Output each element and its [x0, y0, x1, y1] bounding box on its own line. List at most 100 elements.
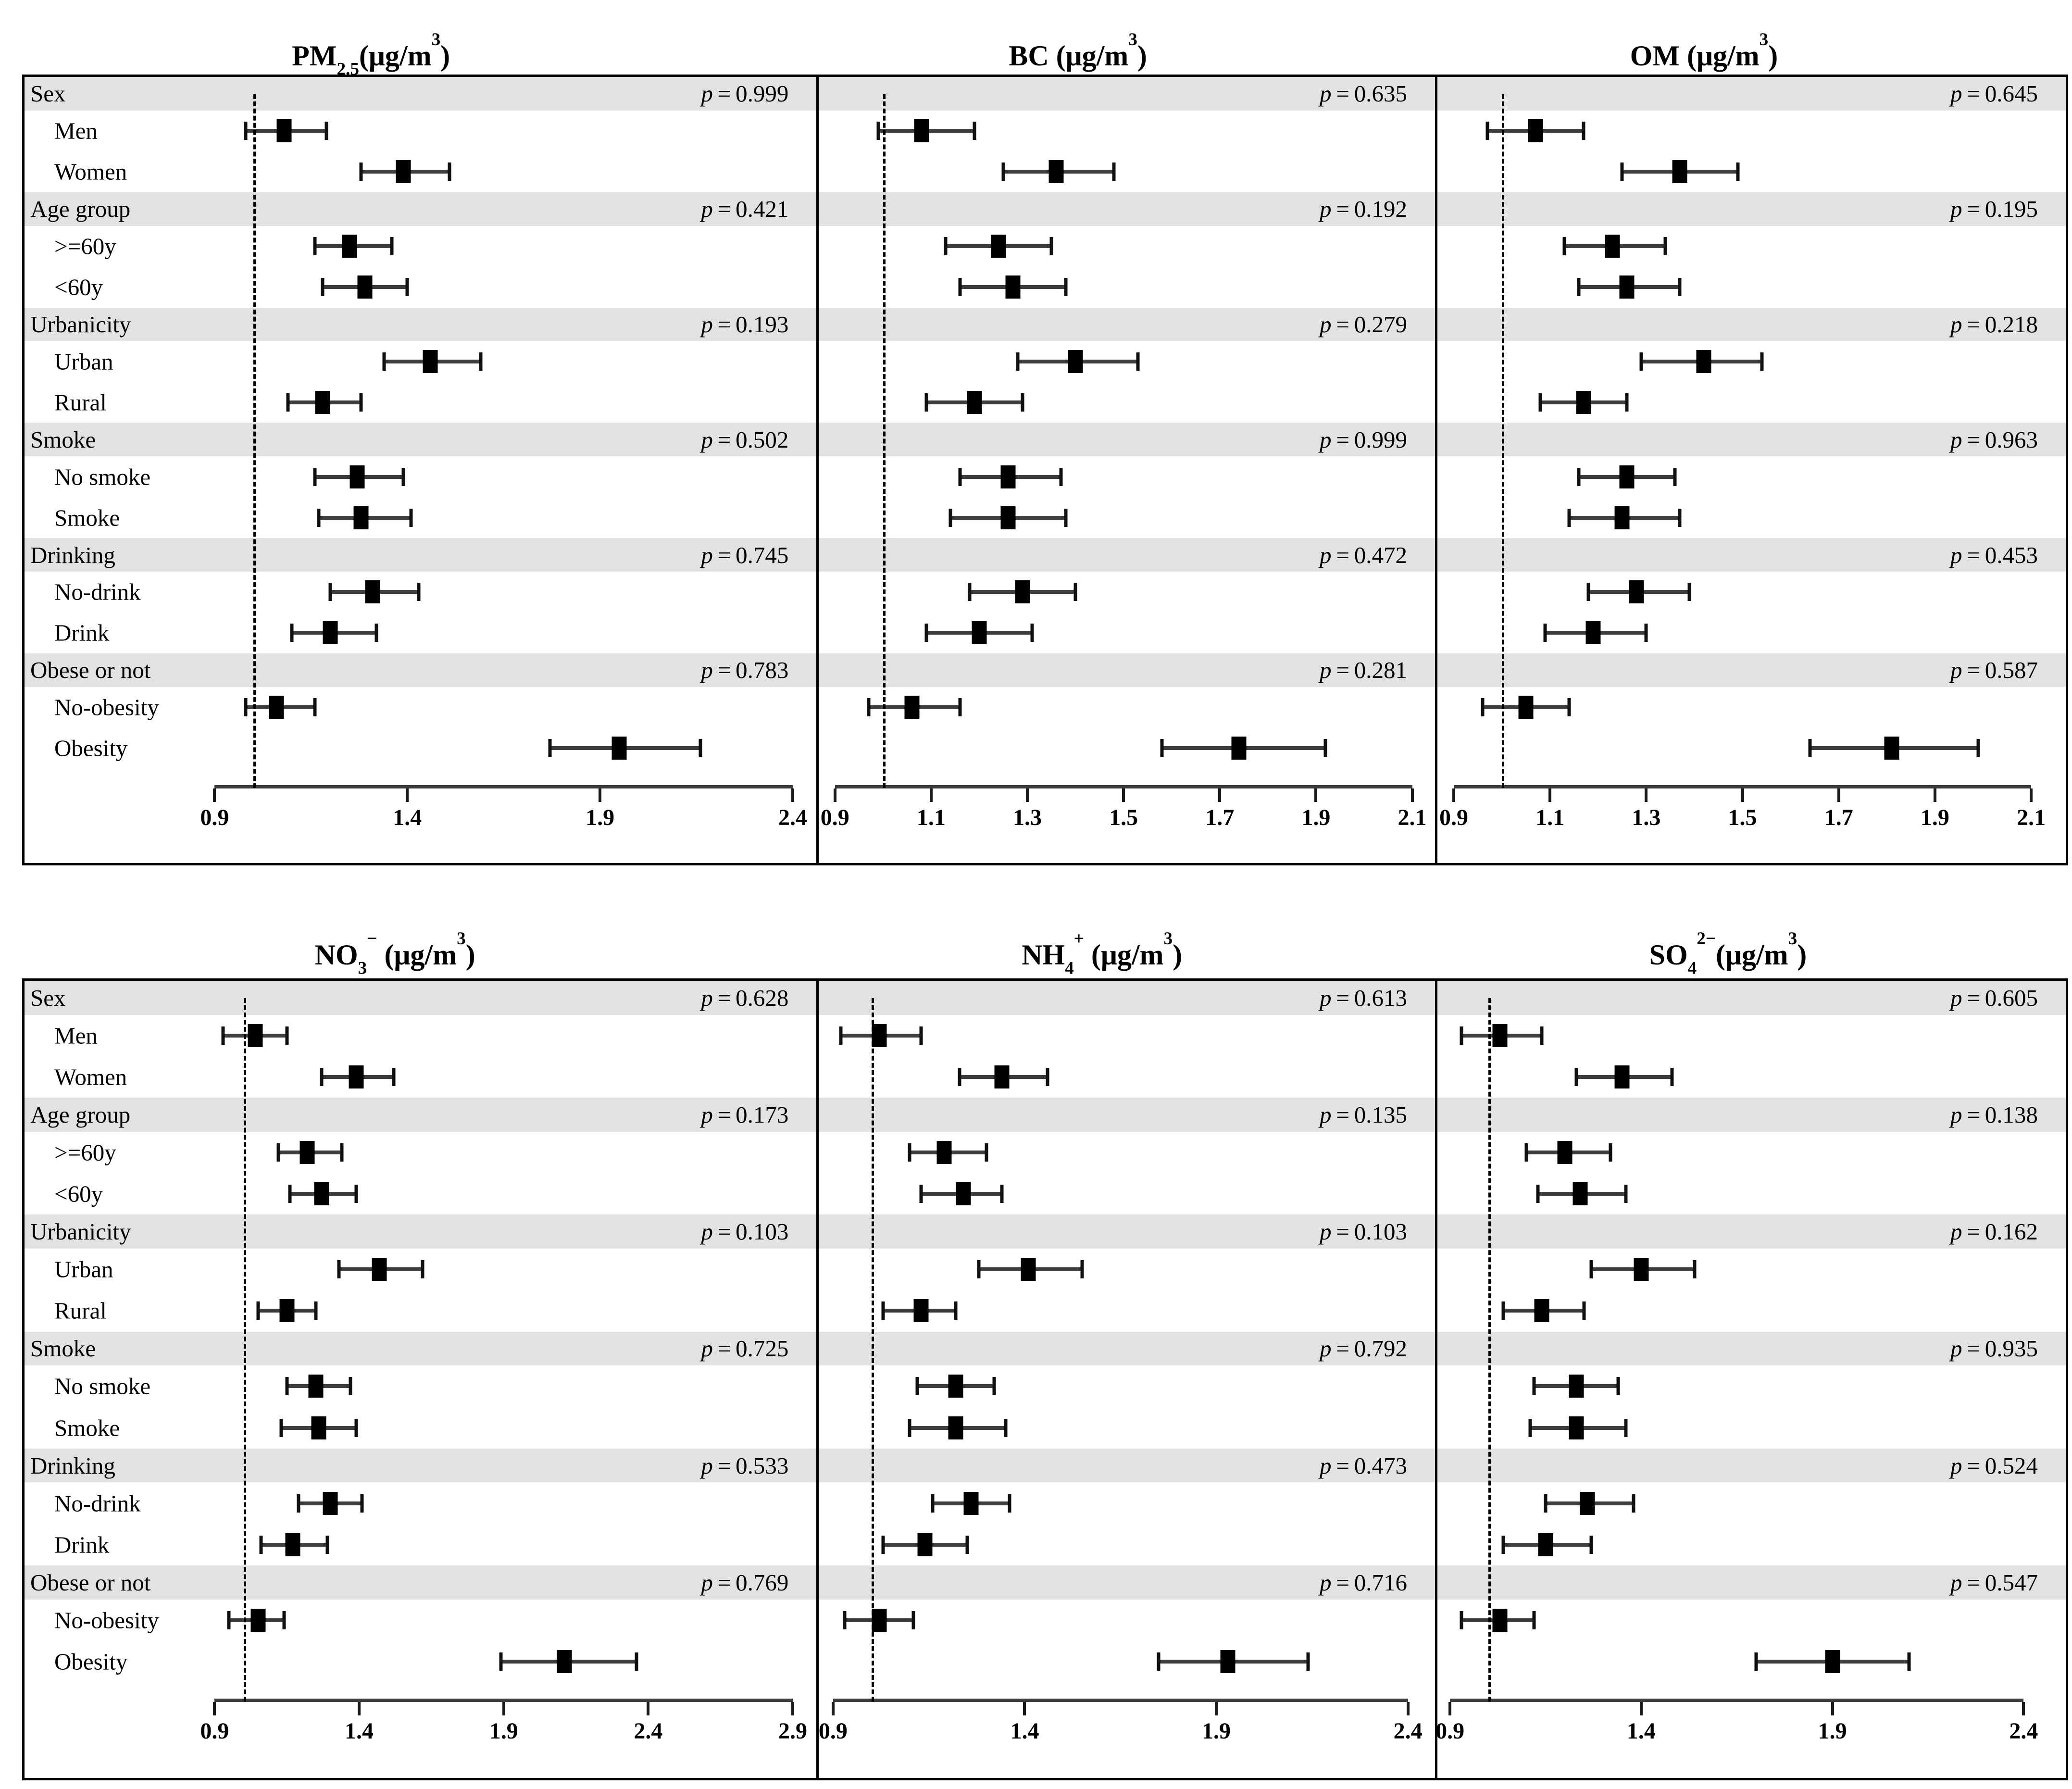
ci-cap-right: [965, 1535, 969, 1554]
ci-cap-right: [314, 1301, 318, 1320]
x-axis-tick: [1639, 1702, 1643, 1716]
point-marker: [1619, 465, 1635, 488]
x-axis-tick-label: 1.3: [1632, 804, 1661, 830]
ci-cap-left: [321, 278, 325, 297]
subgroup-row: Rural: [25, 1290, 816, 1331]
ci-cap-left: [285, 1377, 289, 1396]
x-axis-tick: [406, 788, 409, 802]
subgroup-row: Men: [25, 1015, 816, 1056]
ci-cap-left: [317, 508, 321, 527]
point-marker: [956, 1182, 971, 1206]
x-axis-tick-label: 1.7: [1205, 804, 1235, 830]
point-marker: [1580, 1491, 1595, 1515]
subgroup-label: <60y: [54, 274, 103, 300]
group-header-row: p = 0.135: [819, 1098, 1435, 1132]
subgroup-row: [819, 728, 1435, 769]
plot-rows: Sex p = 0.628 Men Women Age group p = 0.173 >=…: [25, 981, 817, 1702]
ci-cap-left: [288, 1185, 292, 1203]
group-header-row: p = 0.963: [1437, 423, 2066, 457]
p-value: p = 0.999: [701, 80, 789, 107]
ci-cap-right: [349, 1377, 352, 1396]
p-value: p = 0.173: [701, 1101, 789, 1128]
subgroup-row: [1437, 151, 2066, 192]
x-axis-tick-label: 2.4: [778, 804, 807, 830]
subgroup-row: [1437, 1600, 2066, 1641]
ci-cap-right: [313, 698, 317, 717]
ci-cap-left: [1620, 163, 1624, 181]
ci-cap-left: [867, 698, 871, 717]
forest-panel-so4: p = 0.605 p = 0.138 p = 0.162 p = 0.935 p = …: [1435, 981, 2066, 1778]
ci-cap-right: [958, 698, 962, 717]
ci-cap-left: [958, 278, 962, 297]
point-marker: [991, 235, 1006, 258]
x-axis-tick-label: 1.9: [1920, 804, 1949, 830]
ci-cap-right: [992, 1377, 996, 1396]
x-axis-tick-label: 1.9: [1818, 1718, 1847, 1744]
x-axis-tick-label: 2.4: [634, 1718, 663, 1744]
p-value: p = 0.162: [1950, 1218, 2038, 1245]
x-axis-tick: [1218, 788, 1222, 802]
point-marker: [279, 1299, 295, 1323]
ci-cap-right: [635, 1652, 638, 1671]
plot-rows: p = 0.605 p = 0.138 p = 0.162 p = 0.935 p = …: [1437, 981, 2066, 1702]
p-value: p = 0.792: [1319, 1335, 1407, 1362]
reference-line: [243, 998, 246, 1702]
ci-cap-left: [297, 1494, 300, 1513]
subgroup-row: [819, 1056, 1435, 1098]
ci-cap-right: [282, 1611, 286, 1629]
subgroup-label: >=60y: [54, 1139, 116, 1166]
ci-cap-right: [1625, 393, 1629, 412]
point-marker: [423, 350, 438, 373]
subgroup-row: [1437, 1056, 2066, 1098]
subgroup-row: [819, 1132, 1435, 1173]
subgroup-label: No-obesity: [54, 1607, 159, 1634]
point-marker: [967, 390, 982, 414]
point-marker: [1005, 275, 1021, 299]
group-label: Sex: [30, 80, 66, 107]
point-marker: [269, 696, 284, 719]
panel-title-bc: BC (μg/m3): [1009, 30, 1147, 72]
x-axis-tick-label: 1.5: [1728, 804, 1757, 830]
subgroup-row: [819, 151, 1435, 192]
panel-title-pm25: PM2.5(μg/m3): [292, 30, 450, 79]
p-value: p = 0.103: [701, 1218, 789, 1245]
point-marker: [1614, 506, 1630, 529]
subgroup-row: [819, 572, 1435, 613]
p-value: p = 0.587: [1950, 657, 2038, 684]
p-value: p = 0.421: [701, 196, 789, 223]
ci-cap-right: [1663, 237, 1667, 256]
ci-cap-left: [1586, 583, 1590, 601]
p-value: p = 0.472: [1319, 541, 1407, 568]
ci-cap-left: [843, 1611, 847, 1629]
point-marker: [1538, 1533, 1553, 1556]
group-header-row: p = 0.473: [819, 1448, 1435, 1483]
ci-cap-left: [1589, 1260, 1593, 1279]
ci-cap-right: [1004, 1418, 1008, 1437]
ci-cap-left: [958, 467, 962, 486]
ci-cap-right: [421, 1260, 424, 1279]
x-axis-tick: [1837, 788, 1840, 802]
x-axis-tick-label: 1.1: [916, 804, 946, 830]
x-axis-tick: [791, 788, 794, 802]
group-header-row: p = 0.547: [1437, 1565, 2066, 1600]
group-header-row: p = 0.103: [819, 1214, 1435, 1249]
ci-cap-right: [1136, 352, 1140, 371]
subgroup-row: [1437, 1249, 2066, 1290]
subgroup-row: [1437, 456, 2066, 497]
reference-line: [871, 998, 874, 1702]
group-label: Drinking: [30, 1452, 115, 1479]
subgroup-row: No-obesity: [25, 1600, 816, 1641]
ci-cap-right: [1736, 163, 1739, 181]
point-marker: [323, 621, 338, 645]
x-axis-line: [1450, 1699, 2024, 1702]
x-axis-tick-label: 1.1: [1535, 804, 1565, 830]
x-axis-tick: [2022, 1702, 2025, 1716]
ci-cap-left: [221, 1026, 225, 1045]
subgroup-label: Obesity: [54, 1648, 128, 1675]
group-header-row: p = 0.792: [819, 1331, 1435, 1366]
subgroup-row: Smoke: [25, 497, 816, 538]
subgroup-row: [1437, 687, 2066, 728]
subgroup-row: >=60y: [25, 226, 816, 267]
x-axis-tick: [647, 1702, 650, 1716]
p-value: p = 0.635: [1319, 80, 1407, 107]
